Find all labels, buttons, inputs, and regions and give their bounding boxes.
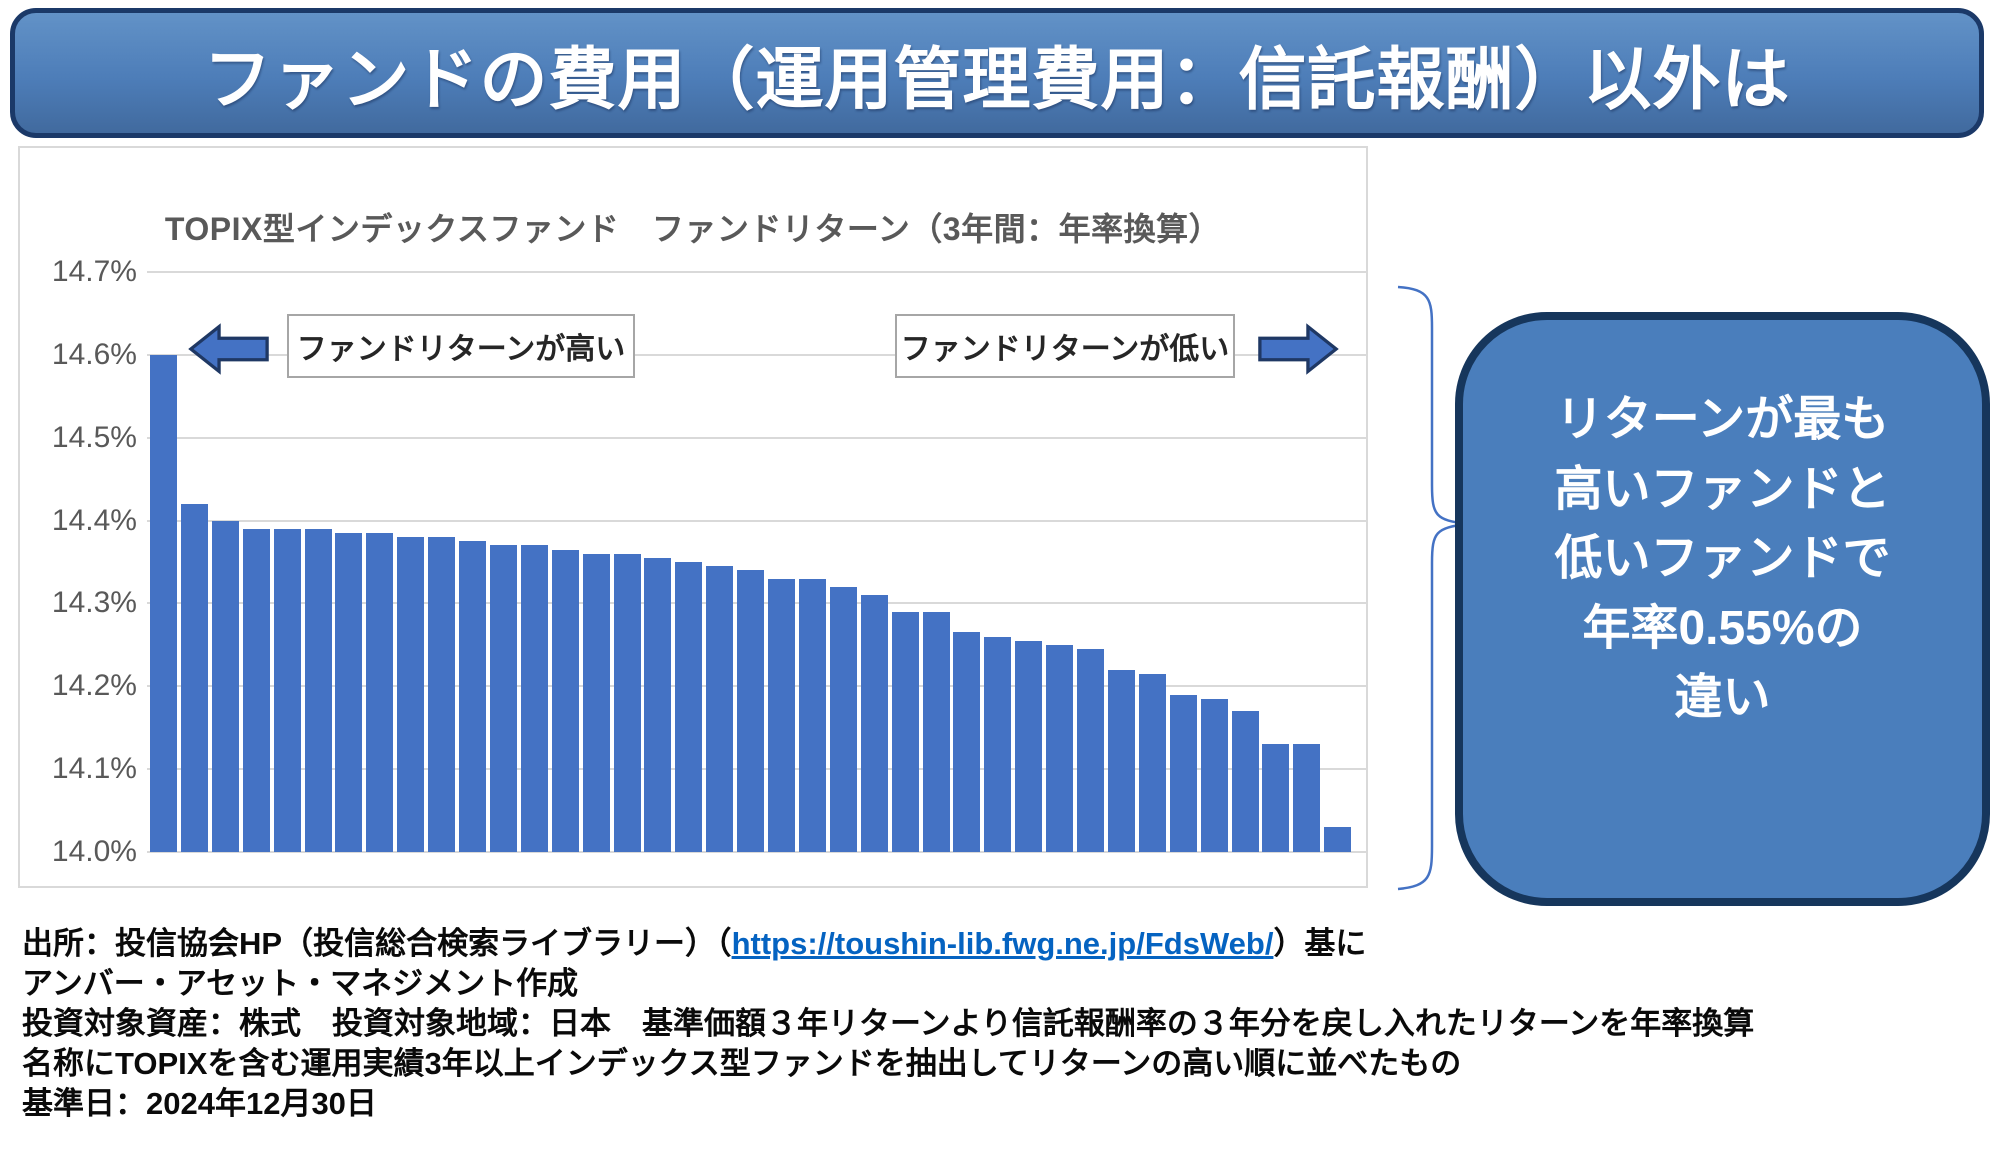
bar [706, 566, 734, 852]
criteria-line: 投資対象資産：株式 投資対象地域：日本 基準価額３年リターンより信託報酬率の３年… [22, 1006, 1755, 1041]
bar [891, 611, 919, 852]
bar [242, 528, 270, 852]
low-return-label-text: ファンドリターンが低い [900, 333, 1230, 366]
bar [1200, 698, 1228, 852]
page-title: ファンドの費用（運用管理費用：信託報酬）以外は [203, 41, 1791, 118]
bar [1138, 673, 1166, 852]
source-link[interactable]: https://toushin-lib.fwg.ne.jp/FdsWeb/ [731, 926, 1274, 961]
high-return-label-text: ファンドリターンが高い [296, 333, 626, 366]
left-arrow-icon [188, 323, 269, 375]
bar [675, 562, 703, 852]
bar [397, 537, 425, 852]
gridline [147, 436, 1367, 439]
bar [1077, 649, 1104, 852]
bar [1262, 744, 1290, 852]
gridline [147, 353, 1367, 356]
y-tick-label: 14.2% [51, 669, 137, 703]
bar [1169, 694, 1197, 852]
bar [953, 632, 981, 852]
bar [489, 545, 517, 852]
bar [829, 586, 857, 852]
bar [768, 578, 795, 852]
gridline [147, 271, 1367, 273]
y-tick-label: 14.1% [51, 752, 137, 786]
bar [366, 533, 394, 852]
y-tick-label: 14.5% [51, 420, 137, 454]
bar [180, 504, 208, 852]
bar [798, 578, 826, 852]
title-banner: ファンドの費用（運用管理費用：信託報酬）以外は [10, 8, 1984, 138]
bar [613, 553, 641, 852]
bar [737, 570, 765, 852]
bar [1293, 744, 1321, 852]
bar [984, 636, 1012, 852]
chart-panel: TOPIX型インデックスファンド ファンドリターン（3年間：年率換算） 14.7… [18, 146, 1368, 888]
bar [1046, 644, 1074, 852]
bar [428, 537, 456, 852]
author-line: アンバー・アセット・マネジメント作成 [22, 966, 579, 1001]
y-tick-label: 14.7% [51, 255, 137, 288]
selection-line: 名称にTOPIXを含む運用実績3年以上インデックス型ファンドを抽出してリターンの… [22, 1046, 1462, 1081]
bar [150, 354, 177, 852]
y-tick-label: 14.6% [51, 337, 137, 371]
bar [211, 520, 239, 852]
base-date-line: 基準日：2024年12月30日 [22, 1086, 377, 1121]
bar [582, 553, 610, 852]
callout-text: リターンが最も 高いファンドと 低いファンドで 年率0.55%の 違い [1554, 393, 1891, 725]
bar [551, 549, 579, 852]
bar [860, 595, 888, 852]
bar [922, 611, 950, 852]
source-line-suffix: ）基に [1273, 926, 1367, 961]
y-tick-label: 14.0% [51, 835, 137, 868]
bar [1015, 640, 1043, 852]
bar [1231, 711, 1259, 852]
bar [520, 545, 548, 852]
chart-title: TOPIX型インデックスファンド ファンドリターン（3年間：年率換算） [164, 211, 1222, 247]
callout-box: リターンが最も 高いファンドと 低いファンドで 年率0.55%の 違い [1455, 312, 1990, 906]
source-line: 出所：投信協会HP（投信総合検索ライブラリー）（https://toushin-… [22, 924, 1982, 964]
bar [644, 557, 672, 852]
bar [304, 528, 332, 852]
low-return-label: ファンドリターンが低い [895, 314, 1235, 378]
bar [1107, 669, 1135, 852]
footer-notes: 出所：投信協会HP（投信総合検索ライブラリー）（https://toushin-… [22, 924, 1982, 1124]
bar [335, 533, 363, 852]
bar [273, 528, 301, 852]
high-return-label: ファンドリターンが高い [287, 314, 635, 378]
bar [1324, 827, 1352, 852]
y-tick-label: 14.4% [51, 503, 137, 537]
right-arrow-icon [1258, 323, 1339, 375]
gridline [147, 851, 1367, 853]
gridline [147, 519, 1367, 522]
y-tick-label: 14.3% [51, 586, 137, 620]
source-line-prefix: 出所：投信協会HP（投信総合検索ライブラリー）（ [22, 926, 732, 961]
bar [459, 541, 486, 852]
